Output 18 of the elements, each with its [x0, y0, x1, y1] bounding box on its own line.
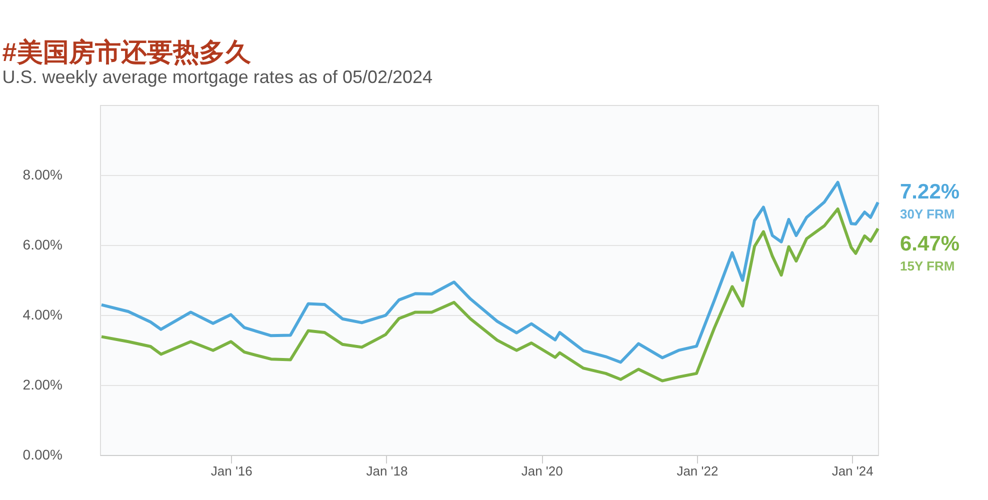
x-tick-label: Jan '24 — [832, 464, 874, 478]
x-tick-label: Jan '22 — [676, 464, 718, 478]
line-series — [100, 180, 880, 364]
chart-title: #美国房市还要热多久 — [2, 37, 252, 67]
line-series — [100, 207, 880, 382]
y-tick-label: 8.00% — [22, 166, 62, 182]
x-tick-label: Jan '18 — [366, 464, 408, 478]
data-label: 6.47% — [900, 232, 960, 256]
y-tick-label: 0.00% — [22, 446, 62, 462]
series-label: 30Y FRM — [900, 206, 955, 222]
x-tick-label: Jan '16 — [210, 464, 252, 478]
y-tick-label: 2.00% — [22, 376, 62, 392]
y-tick-label: 6.00% — [22, 236, 62, 252]
x-tick-label: Jan '20 — [521, 464, 563, 478]
text: 15Y FRM — [900, 258, 955, 274]
data-label: 7.22% — [900, 180, 960, 204]
chart-subtitle: U.S. weekly average mortgage rates as of 05/02/2024 — [2, 67, 433, 87]
y-tick-label: 4.00% — [22, 306, 62, 322]
